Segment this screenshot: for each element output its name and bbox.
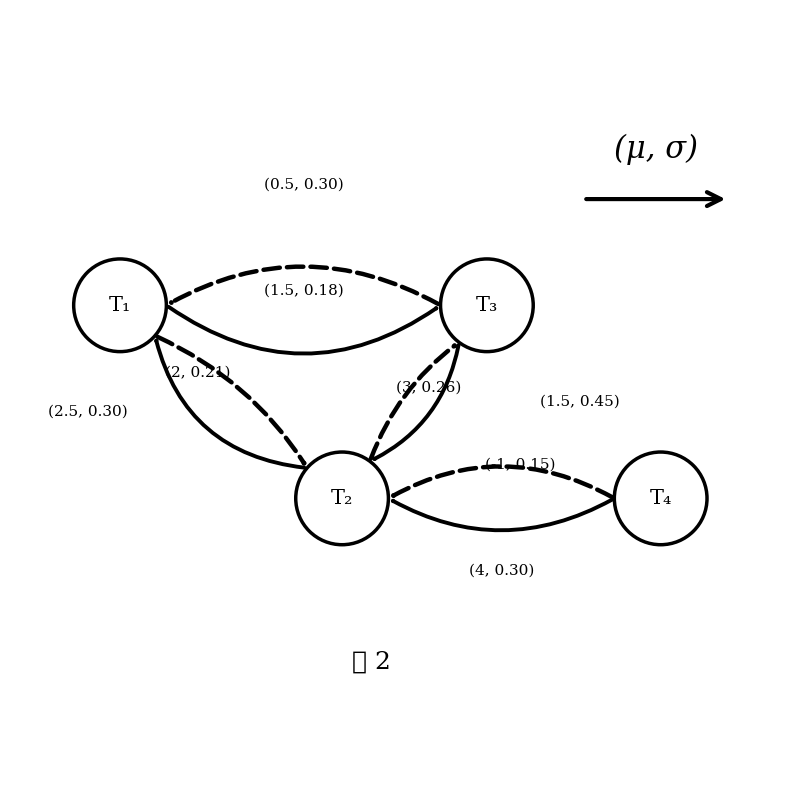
FancyArrowPatch shape [393, 499, 612, 530]
Text: 图 2: 图 2 [351, 651, 390, 674]
FancyArrowPatch shape [371, 345, 454, 459]
Circle shape [441, 259, 534, 352]
Text: (1.5, 0.18): (1.5, 0.18) [263, 283, 343, 298]
Text: (3, 0.26): (3, 0.26) [396, 380, 462, 395]
Text: T₂: T₂ [331, 489, 354, 508]
Text: (4, 0.30): (4, 0.30) [469, 564, 534, 578]
Circle shape [74, 259, 166, 352]
FancyArrowPatch shape [171, 267, 438, 304]
FancyArrowPatch shape [374, 345, 458, 459]
Circle shape [614, 452, 707, 545]
Text: (-1, 0.15): (-1, 0.15) [486, 457, 556, 472]
Text: (1.5, 0.45): (1.5, 0.45) [540, 395, 620, 409]
Text: (2.5, 0.30): (2.5, 0.30) [48, 404, 127, 418]
Text: (0.5, 0.30): (0.5, 0.30) [263, 178, 343, 191]
FancyArrowPatch shape [169, 306, 436, 353]
Text: T₃: T₃ [476, 296, 498, 314]
Text: T₄: T₄ [650, 489, 672, 508]
FancyArrowPatch shape [156, 341, 304, 468]
Circle shape [296, 452, 389, 545]
FancyArrowPatch shape [394, 466, 612, 497]
Text: (2, 0.21): (2, 0.21) [165, 366, 230, 380]
FancyArrowPatch shape [158, 337, 304, 464]
Text: (μ, σ): (μ, σ) [614, 134, 698, 165]
Text: T₁: T₁ [109, 296, 131, 314]
